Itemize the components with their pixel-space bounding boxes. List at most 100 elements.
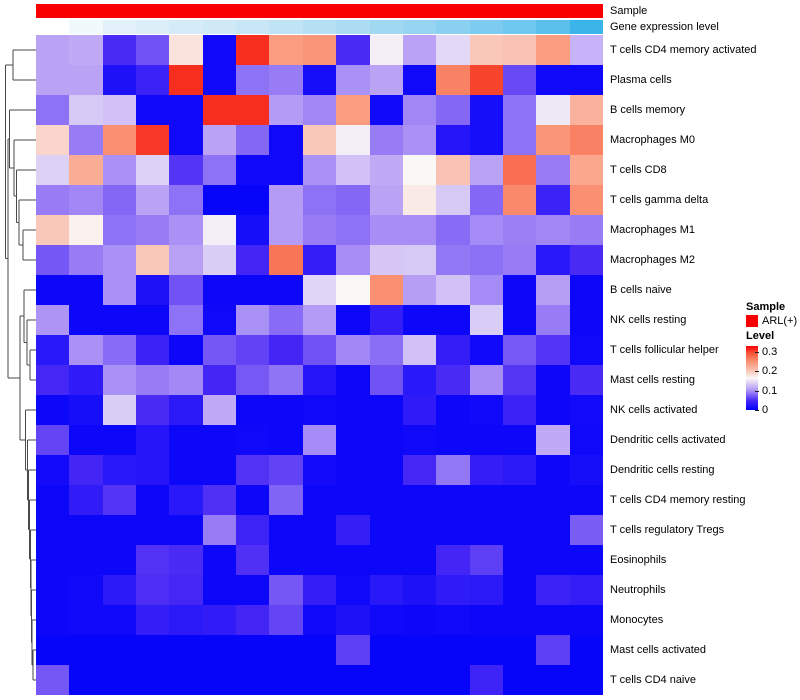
heatmap-cell (369, 485, 403, 515)
gene-expression-annotation-cell (569, 20, 603, 34)
heatmap-cell (236, 365, 270, 395)
legend-tick-label: 0.1 (762, 385, 778, 397)
row-label: T cells regulatory Tregs (610, 524, 725, 536)
heatmap-cell (202, 485, 237, 515)
heatmap-cell (436, 395, 470, 425)
heatmap-cell (436, 245, 470, 275)
gene-expression-annotation-cell (302, 20, 337, 34)
heatmap-cell (302, 425, 337, 455)
heatmap-cell (402, 485, 437, 515)
gene-expression-annotation-cell (336, 20, 370, 34)
heatmap-cell (569, 635, 603, 665)
heatmap-cell (102, 455, 137, 485)
heatmap-grid (36, 35, 603, 695)
heatmap-cell (69, 125, 103, 155)
heatmap-cell (336, 395, 370, 425)
heatmap-cell (536, 575, 570, 605)
heatmap-cell (302, 455, 337, 485)
heatmap-cell (536, 605, 570, 635)
gene-expression-annotation-cell (269, 20, 303, 34)
heatmap-cell (536, 245, 570, 275)
row-label: T cells CD4 memory resting (610, 494, 746, 506)
heatmap-cell (369, 365, 403, 395)
row-label: Macrophages M1 (610, 224, 695, 236)
heatmap-cell (336, 635, 370, 665)
heatmap-cell (502, 95, 537, 125)
heatmap-cell (502, 245, 537, 275)
heatmap-cell (102, 65, 137, 95)
heatmap-cell (302, 365, 337, 395)
heatmap-cell (136, 275, 170, 305)
sample-annotation-label: Sample (610, 5, 648, 17)
heatmap-cell (69, 335, 103, 365)
heatmap-cell (536, 95, 570, 125)
heatmap-cell (402, 155, 437, 185)
heatmap-cell (102, 185, 137, 215)
heatmap-cell (502, 485, 537, 515)
heatmap-cell (302, 635, 337, 665)
heatmap-cell (102, 425, 137, 455)
heatmap-cell (102, 335, 137, 365)
heatmap-cell (236, 395, 270, 425)
legend-tick-mark (755, 391, 759, 392)
heatmap-cell (302, 275, 337, 305)
row-label: NK cells resting (610, 314, 687, 326)
heatmap-cell (102, 635, 137, 665)
heatmap-cell (302, 125, 337, 155)
legend-tick-label: 0.3 (762, 346, 778, 358)
heatmap-cell (102, 155, 137, 185)
heatmap-cell (302, 155, 337, 185)
heatmap-cell (69, 305, 103, 335)
heatmap-cell (369, 35, 403, 65)
heatmap-cell (536, 125, 570, 155)
heatmap-cell (136, 485, 170, 515)
heatmap-cell (502, 335, 537, 365)
heatmap-cell (302, 485, 337, 515)
heatmap-cell (269, 605, 303, 635)
heatmap-cell (36, 425, 70, 455)
heatmap-cell (569, 365, 603, 395)
heatmap-cell (269, 455, 303, 485)
heatmap-cell (236, 635, 270, 665)
heatmap-cell (69, 35, 103, 65)
heatmap-cell (169, 95, 203, 125)
heatmap-cell (402, 215, 437, 245)
heatmap-cell (102, 575, 137, 605)
heatmap-cell (169, 215, 203, 245)
heatmap-cell (169, 35, 203, 65)
heatmap-cell (369, 455, 403, 485)
heatmap-cell (236, 95, 270, 125)
heatmap-cell (136, 665, 170, 695)
heatmap-cell (136, 185, 170, 215)
heatmap-cell (236, 35, 270, 65)
heatmap-cell (236, 545, 270, 575)
heatmap-cell (536, 515, 570, 545)
gene-expression-annotation-cell (236, 20, 270, 34)
heatmap-cell (569, 395, 603, 425)
heatmap-cell (536, 215, 570, 245)
heatmap-cell (369, 635, 403, 665)
heatmap-cell (336, 455, 370, 485)
heatmap-cell (136, 215, 170, 245)
heatmap-cell (436, 635, 470, 665)
heatmap-cell (169, 665, 203, 695)
heatmap-cell (502, 125, 537, 155)
heatmap-cell (236, 65, 270, 95)
heatmap-cell (269, 185, 303, 215)
heatmap-cell (436, 215, 470, 245)
heatmap-cell (336, 95, 370, 125)
heatmap-cell (202, 575, 237, 605)
heatmap-cell (36, 635, 70, 665)
heatmap-cell (202, 545, 237, 575)
heatmap-cell (36, 245, 70, 275)
heatmap-cell (69, 455, 103, 485)
heatmap-cell (269, 485, 303, 515)
legend-tick-label: 0 (762, 404, 769, 416)
heatmap-cell (69, 425, 103, 455)
heatmap-cell (436, 455, 470, 485)
heatmap-cell (169, 155, 203, 185)
heatmap-cell (269, 65, 303, 95)
heatmap-cell (569, 155, 603, 185)
heatmap-cell (36, 275, 70, 305)
heatmap-cell (236, 305, 270, 335)
